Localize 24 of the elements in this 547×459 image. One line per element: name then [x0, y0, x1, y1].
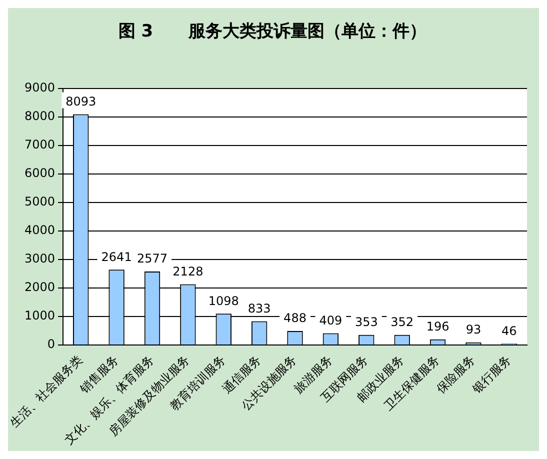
y-tick-label: 0: [47, 337, 56, 352]
data-label: 409: [319, 313, 342, 328]
data-label: 2128: [172, 264, 204, 278]
y-tick-label: 4000: [24, 223, 56, 238]
data-label: 2641: [101, 250, 132, 264]
data-label: 2577: [136, 252, 168, 266]
data-label: 46: [502, 324, 517, 338]
y-tick-label: 8000: [24, 109, 56, 124]
chart-title: 图 3 服务大类投诉量图（单位：件）: [118, 22, 427, 42]
data-label: 353: [354, 315, 378, 330]
data-label: 833: [248, 301, 271, 316]
data-label: 8093: [66, 94, 96, 108]
y-tick-label: 6000: [24, 166, 56, 180]
y-tick-label: 9000: [24, 80, 56, 95]
data-label: 196: [426, 320, 450, 334]
y-tick-label: 7000: [24, 138, 56, 152]
data-label: 488: [284, 311, 306, 326]
data-label: 93: [466, 322, 482, 336]
data-label: 1098: [208, 294, 239, 308]
y-tick-label: 3000: [24, 252, 56, 266]
y-tick-label: 1000: [24, 308, 56, 323]
y-tick-label: 5000: [24, 194, 56, 209]
data-label: 352: [390, 315, 414, 330]
y-tick-label: 2000: [24, 280, 56, 294]
